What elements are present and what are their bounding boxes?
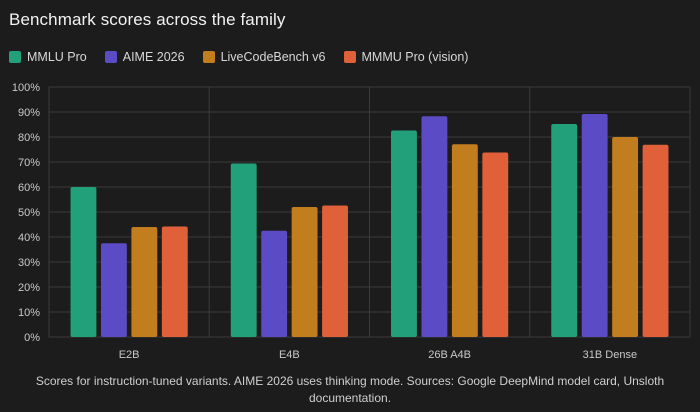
legend-swatch-mmlu-pro [9,51,21,63]
legend-label-livecodebench: LiveCodeBench v6 [220,50,326,64]
bar-mmmu-pro-vision--e4b [322,205,348,337]
legend-item-mmlu-pro[interactable]: MMLU Pro [9,50,87,64]
bar-mmmu-pro-vision--26b-a4b [482,152,509,337]
legend-swatch-livecodebench [202,51,215,63]
bar-aime-2026-e4b [261,230,288,337]
y-tick-label: 80% [18,132,40,144]
legend-label-mmmu-pro: MMMU Pro (vision) [361,50,469,64]
bar-livecodebench-v6-e2b [131,227,158,337]
x-tick-label: E4B [279,349,300,361]
bar-aime-2026-31b-dense [581,114,608,337]
bar-livecodebench-v6-e4b [291,207,318,337]
legend-item-livecodebench[interactable]: LiveCodeBench v6 [202,50,326,64]
bar-mmlu-pro-26b-a4b [391,130,417,337]
bar-livecodebench-v6-31b-dense [612,137,639,337]
y-tick-label: 10% [18,307,40,319]
bar-aime-2026-e2b [100,243,127,337]
x-tick-label: E2B [119,349,140,361]
bar-mmlu-pro-e4b [230,163,257,337]
bar-mmmu-pro-vision--31b-dense [642,144,669,337]
legend: MMLU Pro AIME 2026 LiveCodeBench v6 MMMU… [9,50,468,64]
legend-item-aime-2026[interactable]: AIME 2026 [104,50,185,64]
legend-swatch-mmmu-pro [343,51,356,63]
chart-title: Benchmark scores across the family [9,10,286,29]
bar-chart: 0% 10% 20% 30% 40% 50% 60% 70% 80% 90% 100% E2B E4B 2… [12,82,691,361]
y-tick-label: 0% [24,332,40,344]
legend-item-mmmu-pro[interactable]: MMMU Pro (vision) [343,50,469,64]
bar-livecodebench-v6-26b-a4b [451,144,478,337]
y-tick-label: 40% [18,232,40,244]
y-tick-label: 60% [18,182,40,194]
chart-caption: Scores for instruction-tuned variants. A… [35,374,665,405]
x-tick-label: 26B A4B [428,349,471,361]
bar-aime-2026-26b-a4b [421,116,448,337]
y-tick-label: 100% [12,82,40,94]
y-tick-label: 90% [18,107,40,119]
bar-mmlu-pro-31b-dense [551,124,578,337]
legend-label-mmlu-pro: MMLU Pro [27,50,87,64]
y-tick-label: 20% [18,282,40,294]
y-tick-label: 50% [18,207,40,219]
y-tick-label: 30% [18,257,40,269]
x-tick-label: 31B Dense [583,349,637,361]
bar-mmlu-pro-e2b [70,187,97,337]
bar-mmmu-pro-vision--e2b [161,226,188,337]
legend-swatch-aime-2026 [104,51,117,63]
y-tick-label: 70% [18,157,40,169]
legend-label-aime-2026: AIME 2026 [122,50,185,64]
